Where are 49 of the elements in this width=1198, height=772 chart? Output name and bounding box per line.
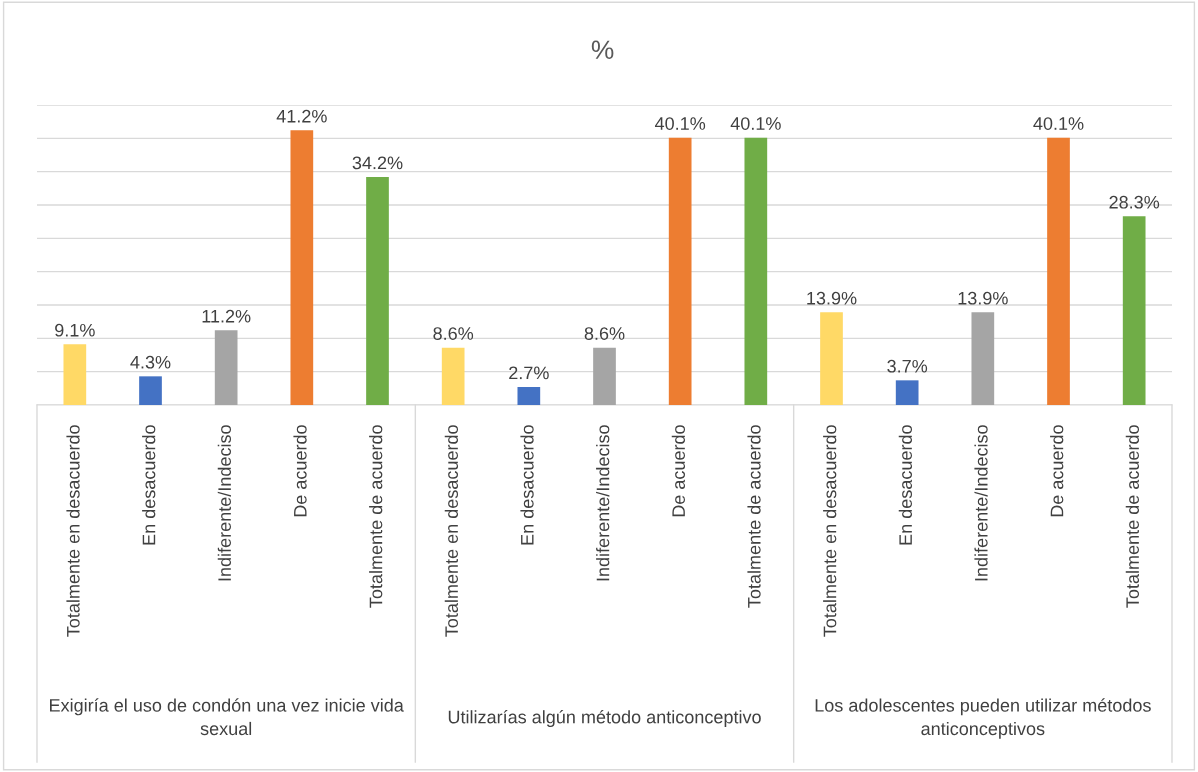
bar	[290, 130, 314, 405]
bar	[593, 347, 616, 405]
bar	[744, 137, 768, 405]
data-label: 9.1%	[55, 323, 95, 337]
bar	[214, 330, 238, 405]
data-label: 40.1%	[730, 117, 781, 130]
bar	[63, 344, 87, 405]
data-label: 8.6%	[433, 327, 474, 340]
bar	[139, 376, 162, 405]
x-tick-label: De acuerdo	[1050, 425, 1064, 517]
text: Utilizarías algún método anticonceptivo	[448, 709, 761, 728]
bar	[441, 347, 465, 405]
data-label: 28.3%	[1109, 195, 1160, 209]
bar	[971, 312, 995, 405]
data-label: 13.9%	[958, 291, 1008, 305]
bar	[366, 177, 389, 405]
data-label: 34.2%	[352, 156, 403, 170]
x-tick-label: En desacuerdo	[520, 425, 534, 545]
data-label: 11.2%	[202, 309, 251, 323]
data-label: 40.1%	[1033, 117, 1084, 130]
bar	[820, 312, 843, 405]
bar	[1047, 137, 1070, 405]
bar	[517, 387, 541, 405]
x-tick-label: Indiferente/Indeciso	[596, 425, 610, 581]
bar	[895, 380, 919, 405]
data-label: 2.7%	[509, 366, 549, 380]
data-label: 13.9%	[807, 291, 857, 305]
x-tick-label: Totalmente de acuerdo	[1125, 425, 1140, 608]
x-tick-label: Totalmente de acuerdo	[747, 425, 761, 608]
chart-title: %	[591, 40, 614, 59]
data-label: 3.7%	[887, 359, 928, 373]
x-tick-label: En desacuerdo	[142, 425, 156, 545]
x-tick-label: De acuerdo	[293, 425, 307, 517]
x-tick-label: Totalmente en desacuerdo	[823, 425, 837, 637]
bar	[1122, 216, 1146, 405]
x-tick-label: De acuerdo	[671, 425, 686, 517]
x-tick-label: Totalmente de acuerdo	[369, 425, 383, 608]
data-label: 41.2%	[276, 109, 327, 123]
data-label: 40.1%	[654, 117, 706, 130]
x-tick-label: Totalmente en desacuerdo	[444, 425, 459, 637]
x-tick-label: Totalmente en desacuerdo	[66, 425, 80, 637]
x-tick-label: En desacuerdo	[898, 425, 913, 545]
text: Los adolescentes pueden utilizar métodos anticonceptivos	[815, 698, 1151, 739]
bar	[668, 137, 692, 405]
x-tick-label: Indiferente/Indeciso	[974, 425, 988, 581]
x-tick-label: Indiferente/Indeciso	[217, 425, 232, 581]
data-label: 8.6%	[584, 327, 625, 340]
data-label: 4.3%	[130, 355, 171, 369]
text: Exigiría el uso de condón una vez inicie vida sexual	[50, 698, 404, 736]
